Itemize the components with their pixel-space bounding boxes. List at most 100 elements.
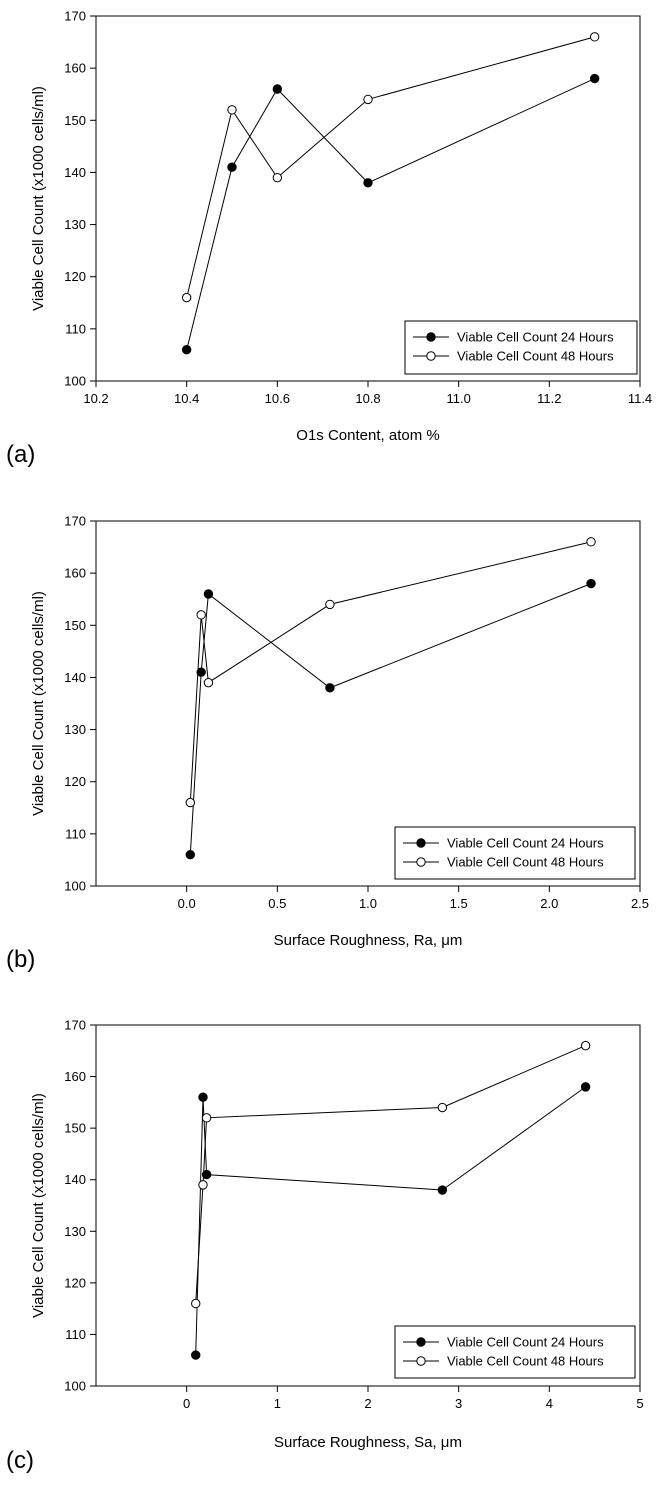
- data-point-24h: [437, 1185, 448, 1195]
- panel-label: (a): [6, 441, 35, 468]
- y-tick-label: 170: [64, 514, 86, 529]
- y-tick-label: 130: [64, 722, 86, 737]
- y-tick-label: 140: [64, 165, 86, 180]
- chart-panel-2: 100 110 120 130 140 150 160 170 0.0 0.5 1.0 1.5 2.0 2…: [6, 514, 649, 974]
- data-point-24h: [181, 345, 192, 355]
- data-point-24h: [191, 1350, 201, 1360]
- y-tick-label: 130: [64, 1224, 86, 1239]
- data-point-48h: [325, 599, 335, 610]
- y-tick-label: 110: [65, 1327, 86, 1342]
- data-point-48h: [185, 797, 195, 808]
- legend: Viable Cell Count 24 Hours Viable Cell Co…: [404, 320, 638, 375]
- data-point-24h: [196, 667, 206, 677]
- y-tick-label: 120: [64, 1275, 86, 1290]
- x-tick-label: 0: [183, 1396, 190, 1411]
- x-tick-label: 1.5: [450, 896, 468, 911]
- data-point-48h: [363, 94, 373, 105]
- legend-swatch-marker: [416, 857, 426, 867]
- x-axis-title: Surface Roughness, Sa, μm: [274, 1434, 462, 1451]
- data-point-48h: [272, 172, 283, 183]
- x-tick-label: 0.5: [268, 896, 286, 911]
- legend-label: Viable Cell Count 24 Hours: [457, 330, 614, 345]
- data-point-48h: [437, 1102, 448, 1113]
- x-axis-title: Surface Roughness, Ra, μm: [274, 932, 463, 949]
- x-tick-label: 1: [274, 1396, 281, 1411]
- y-tick-label: 100: [64, 374, 86, 389]
- x-tick-label: 10.8: [355, 391, 380, 406]
- x-tick-label: 10.4: [174, 391, 199, 406]
- y-axis-title: Viable Cell Count (x1000 cells/ml): [30, 86, 47, 311]
- data-point-48h: [586, 537, 596, 547]
- x-tick-label: 1.0: [359, 896, 377, 911]
- x-tick-label: 11.0: [446, 391, 470, 406]
- y-tick-label: 150: [64, 1121, 86, 1136]
- y-tick-label: 170: [64, 1018, 86, 1033]
- x-tick-label: 3: [455, 1396, 462, 1411]
- panel-label: (c): [6, 1447, 34, 1474]
- legend: Viable Cell Count 24 Hours Viable Cell Co…: [394, 1325, 636, 1379]
- x-axis-title: O1s Content, atom %: [296, 427, 439, 444]
- x-tick-label: 2.5: [631, 896, 649, 911]
- data-point-48h: [203, 677, 214, 688]
- x-tick-label: 10.2: [83, 391, 108, 406]
- data-point-48h: [227, 105, 237, 115]
- x-tick-label: 5: [636, 1396, 643, 1411]
- y-tick-label: 130: [64, 217, 86, 232]
- y-axis-title: Viable Cell Count (x1000 cells/ml): [30, 1093, 47, 1318]
- data-point-48h: [589, 32, 600, 42]
- series-line-48h: [189, 541, 592, 803]
- legend-box: [394, 826, 636, 880]
- series-line-48h: [186, 36, 595, 298]
- legend-label: Viable Cell Count 24 Hours: [447, 1335, 604, 1350]
- data-point-48h: [196, 610, 206, 620]
- x-tick-label: 2: [364, 1396, 371, 1411]
- legend-label: Viable Cell Count 24 Hours: [447, 836, 604, 851]
- legend-label: Viable Cell Count 48 Hours: [447, 855, 604, 870]
- chart-panel-1: 100 110 120 130 140 150 160 170 10.2 10.4 10.6 10.8…: [6, 9, 652, 469]
- data-point-24h: [272, 84, 283, 94]
- data-point-24h: [203, 589, 214, 599]
- series-line-24h: [189, 583, 592, 855]
- y-tick-label: 150: [64, 618, 86, 633]
- y-tick-label: 150: [64, 113, 86, 128]
- y-tick-label: 100: [64, 1379, 86, 1394]
- series-line-48h: [195, 1045, 586, 1304]
- data-point-24h: [201, 1169, 212, 1180]
- legend-swatch-marker: [416, 1356, 426, 1366]
- series-line-24h: [186, 78, 595, 350]
- y-tick-label: 110: [65, 826, 86, 841]
- panel-label: (b): [6, 946, 35, 973]
- x-tick-label: 11.4: [628, 391, 652, 406]
- legend-label: Viable Cell Count 48 Hours: [447, 1354, 604, 1369]
- y-tick-label: 160: [64, 61, 86, 76]
- legend-box: [394, 1325, 636, 1379]
- data-point-24h: [185, 850, 195, 860]
- data-point-24h: [580, 1082, 591, 1092]
- legend-swatch-marker: [426, 351, 436, 361]
- data-point-24h: [589, 73, 600, 84]
- y-tick-label: 100: [64, 879, 86, 894]
- data-point-48h: [191, 1298, 201, 1309]
- y-tick-label: 160: [64, 566, 86, 581]
- y-tick-label: 110: [65, 321, 86, 336]
- legend-label: Viable Cell Count 48 Hours: [457, 349, 614, 364]
- x-tick-label: 2.0: [540, 896, 558, 911]
- x-tick-label: 11.2: [537, 391, 561, 406]
- legend-swatch-marker: [426, 332, 436, 342]
- y-axis-title: Viable Cell Count (x1000 cells/ml): [30, 591, 47, 816]
- data-point-24h: [227, 162, 237, 172]
- data-point-24h: [325, 683, 335, 693]
- y-tick-label: 120: [64, 774, 86, 789]
- x-tick-label: 4: [546, 1396, 553, 1411]
- legend-box: [404, 320, 638, 375]
- y-tick-label: 140: [64, 1172, 86, 1187]
- legend-swatch-marker: [416, 838, 426, 848]
- chart-panel-3: 100 110 120 130 140 150 160 170 0 1 2 3 4 5 Viable Cel…: [6, 1018, 644, 1475]
- x-tick-label: 0.0: [178, 896, 196, 911]
- legend: Viable Cell Count 24 Hours Viable Cell Co…: [394, 826, 636, 880]
- data-point-24h: [586, 578, 596, 589]
- data-point-48h: [181, 292, 192, 303]
- legend-swatch-marker: [416, 1337, 426, 1347]
- y-tick-label: 170: [64, 9, 86, 24]
